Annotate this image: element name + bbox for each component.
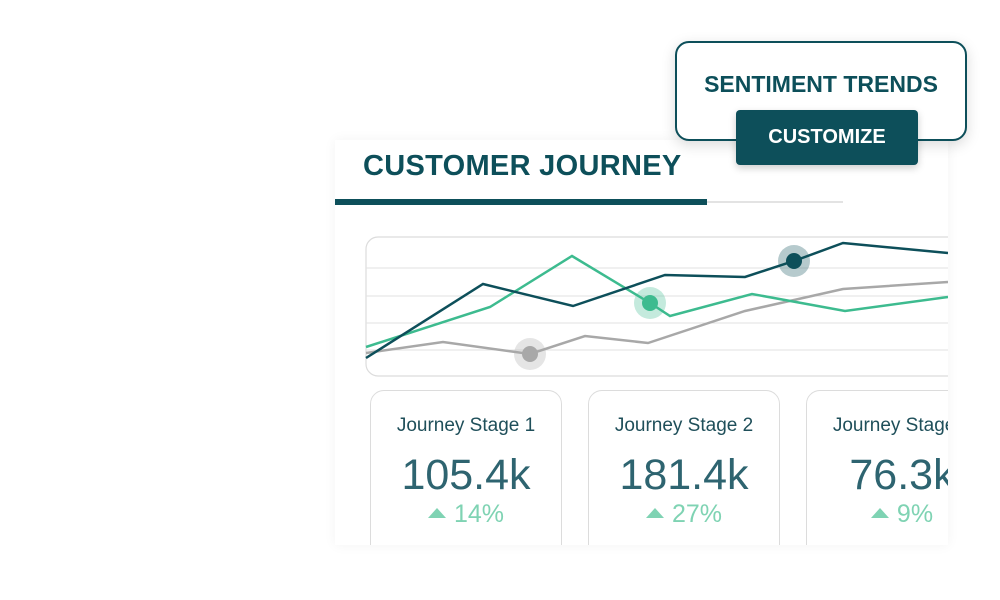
stage-change: 14% bbox=[371, 500, 561, 529]
customize-button[interactable]: CUSTOMIZE bbox=[736, 110, 918, 165]
stage-value: 76.3k bbox=[849, 451, 948, 499]
change-text: 14% bbox=[453, 500, 505, 528]
journey-panel: CUSTOMER JOURNEY Journey Stage 1 105.4k … bbox=[335, 140, 948, 545]
popup-title: SENTIMENT TRENDS bbox=[704, 71, 938, 97]
change-text: 9% bbox=[896, 500, 934, 528]
panel-title: CUSTOMER JOURNEY bbox=[363, 150, 682, 182]
tab-divider bbox=[707, 201, 843, 203]
sentiment-popup: SENTIMENT TRENDS bbox=[675, 41, 967, 141]
trend-chart bbox=[365, 236, 948, 377]
stage-card: Journey Stage 1 105.4k 14% bbox=[370, 390, 562, 545]
stage-change: 9% bbox=[807, 500, 948, 529]
tab-underline bbox=[335, 199, 707, 205]
change-text: 27% bbox=[671, 500, 723, 528]
stage-card: Journey Stage 3 76.3k 9% bbox=[806, 390, 948, 545]
stage-card: Journey Stage 2 181.4k 27% bbox=[588, 390, 780, 545]
stage-change: 27% bbox=[589, 500, 779, 529]
stage-value: 181.4k bbox=[619, 451, 749, 499]
stage-label: Journey Stage 1 bbox=[396, 415, 536, 436]
stage-value: 105.4k bbox=[401, 451, 531, 499]
stage-label: Journey Stage 3 bbox=[832, 415, 948, 436]
stage-label: Journey Stage 2 bbox=[614, 415, 754, 436]
